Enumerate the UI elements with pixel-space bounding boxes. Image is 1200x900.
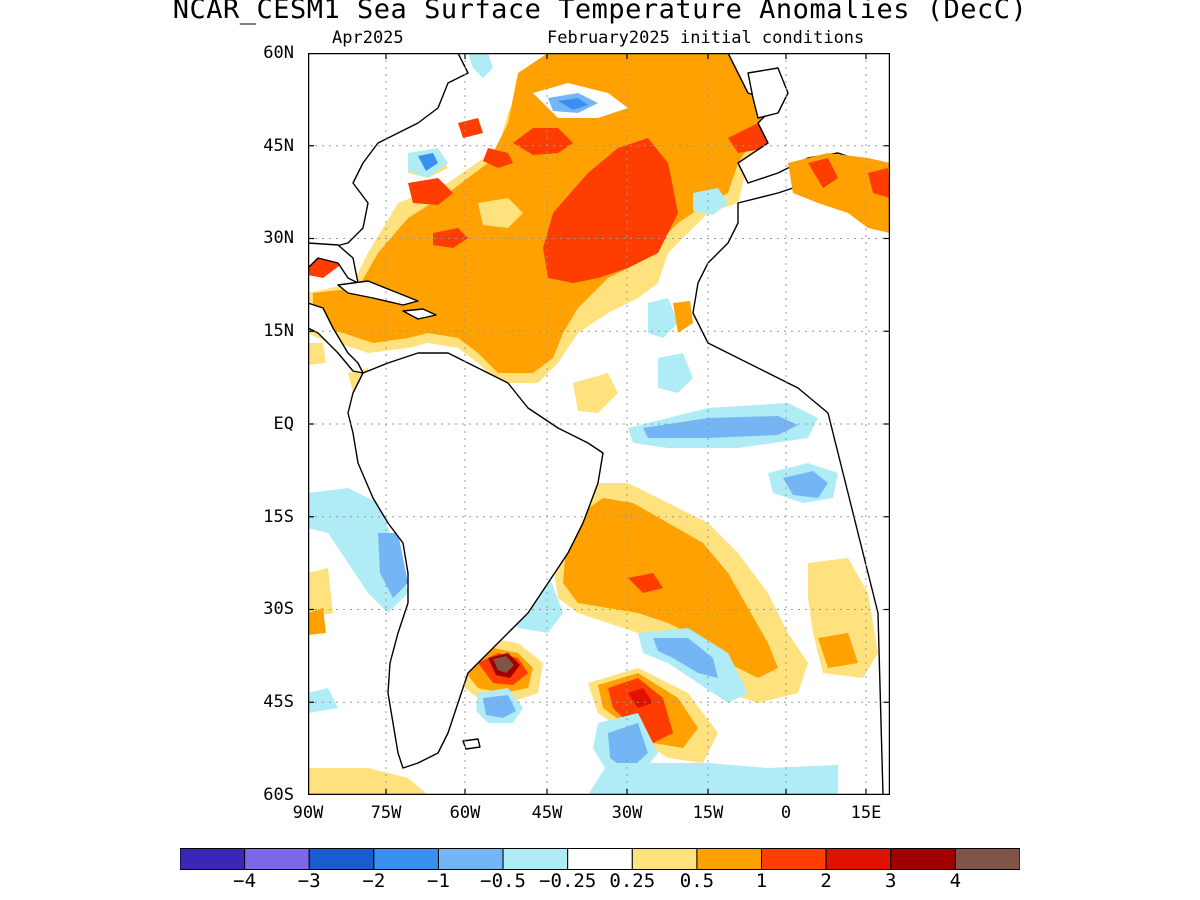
lon-label-75w: 75W — [370, 803, 402, 823]
lat-label-45s: 45S — [263, 692, 294, 712]
lon-label-90w: 90W — [292, 803, 324, 823]
color-scale-bar — [180, 848, 1020, 870]
color-scale-label: −4 — [233, 870, 257, 892]
color-scale-swatch — [437, 848, 504, 870]
south-atlantic-warm-region — [308, 483, 878, 703]
color-scale-label: 0.25 — [609, 870, 656, 892]
color-scale-label: 0.5 — [679, 870, 715, 892]
color-scale-label: 4 — [949, 870, 962, 892]
lon-label-0: 0 — [780, 803, 792, 823]
color-scale-swatch — [180, 848, 246, 870]
color-scale-swatch — [696, 848, 763, 870]
land-masses — [307, 52, 891, 796]
color-scale-label: 1 — [755, 870, 768, 892]
lon-label-60w: 60W — [449, 803, 481, 823]
color-scale-swatch — [502, 848, 569, 870]
color-scale-label: 3 — [885, 870, 897, 892]
color-scale-label: 2 — [820, 870, 832, 892]
sst-anomaly-map — [307, 52, 891, 799]
color-scale-label: −0.5 — [480, 870, 526, 892]
lat-label-30n: 30N — [263, 228, 294, 248]
color-scale-swatch — [567, 848, 633, 870]
lat-label-15n: 15N — [263, 321, 294, 341]
color-scale-swatch — [761, 848, 827, 870]
lon-label-30w: 30W — [611, 803, 643, 823]
chart-title: NCAR_CESM1 Sea Surface Temperature Anoma… — [172, 0, 1028, 25]
initial-conditions-label: February2025 initial conditions — [547, 28, 865, 48]
lat-label-15s: 15S — [263, 507, 294, 527]
color-scale-swatch — [825, 848, 892, 870]
color-scale-label: −0.25 — [539, 870, 597, 892]
lon-label-45w: 45W — [531, 803, 563, 823]
color-scale-label: −2 — [362, 870, 386, 892]
axis-ticks — [308, 52, 890, 795]
lat-label-60n: 60N — [263, 43, 294, 63]
lat-label-eq: EQ — [273, 414, 294, 434]
eastern-pacific-edge-region — [308, 343, 408, 613]
color-scale-swatch — [954, 848, 1020, 870]
lat-label-60s: 60S — [263, 785, 294, 805]
lon-label-15w: 15W — [692, 803, 724, 823]
valid-month-label: Apr2025 — [332, 28, 404, 48]
color-scale-swatch — [244, 848, 310, 870]
color-scale-swatch — [308, 848, 375, 870]
color-scale-label: −1 — [427, 870, 450, 892]
color-scale-swatch — [373, 848, 439, 870]
color-scale-label: −3 — [297, 870, 321, 892]
lat-label-30s: 30S — [263, 599, 294, 619]
graticule — [308, 53, 890, 795]
tropical-atlantic-region — [573, 298, 853, 503]
lat-label-45n: 45N — [263, 136, 294, 156]
color-scale-swatch — [890, 848, 956, 870]
south-atlantic-storm-track-region — [308, 573, 838, 795]
color-scale-swatch — [631, 848, 698, 870]
lon-label-15e: 15E — [850, 803, 882, 823]
mediterranean-region — [788, 153, 890, 233]
